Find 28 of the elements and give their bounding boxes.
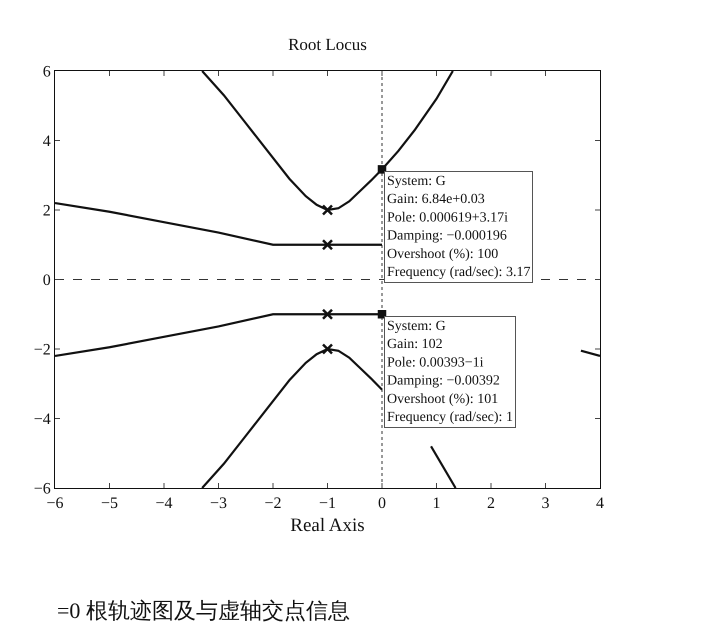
y-tick-label: 6 — [42, 64, 51, 81]
point — [322, 343, 334, 355]
point — [322, 308, 334, 320]
x-tick-label: 1 — [432, 495, 440, 512]
x-tick-label: 2 — [487, 495, 495, 512]
x-tick-label: 4 — [596, 495, 604, 512]
point — [378, 165, 386, 174]
y-tick-label: −4 — [34, 411, 51, 428]
y-tick-label: 0 — [42, 272, 51, 290]
x-axis-title: Real Axis — [290, 515, 365, 536]
chart-title: Root Locus — [288, 35, 367, 54]
point — [378, 310, 386, 318]
text: =0 根轨迹图及与虚轴交点信息 — [57, 598, 350, 623]
point — [322, 204, 334, 216]
y-tick-label: −2 — [34, 342, 51, 359]
y-tick-label: −6 — [34, 480, 51, 498]
x-tick-label: 0 — [378, 495, 386, 512]
y-tick-label: 2 — [42, 202, 51, 220]
x-tick-label: −4 — [155, 495, 173, 512]
x-tick-label: −3 — [210, 495, 228, 512]
point — [322, 239, 334, 250]
x-tick-label: 3 — [542, 495, 550, 512]
annotation: System: G Gain: 6.84e+0.03 Pole: 0.000619+3.17i Damping: −0.000196 Overshoot (%): 100 Frequency (rad/sec): 3.17 — [387, 174, 530, 280]
x-tick-label: −2 — [264, 495, 282, 512]
annotation: System: G Gain: 102 Pole: 0.00393−1i Damping: −0.00392 Overshoot (%): 101 Frequency (rad/sec): 1 — [387, 319, 513, 425]
x-tick-label: −5 — [100, 495, 118, 512]
x-tick-label: −1 — [318, 495, 336, 512]
y-tick-label: 4 — [42, 133, 51, 150]
